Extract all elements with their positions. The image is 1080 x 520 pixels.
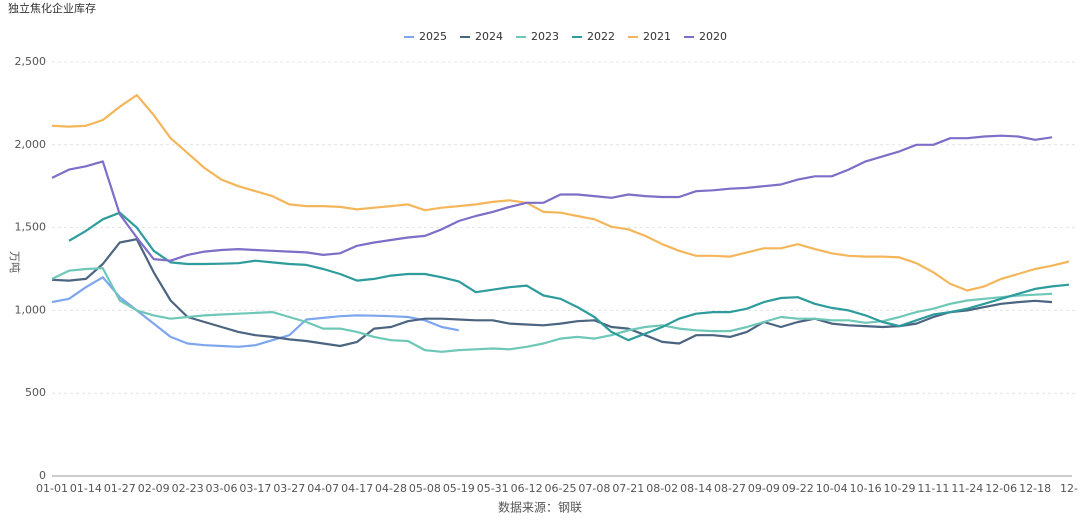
y-tick-label: 1,500 <box>15 221 47 234</box>
y-axis-label: 万吨 <box>8 251 21 273</box>
legend-label: 2022 <box>587 30 615 43</box>
y-tick-label: 500 <box>25 386 46 399</box>
chart-title: 独立焦化企业库存 <box>8 1 96 15</box>
series-line <box>68 211 1070 342</box>
legend-label: 2023 <box>531 30 559 43</box>
series-line <box>51 134 1053 262</box>
x-tick-label: 12-18 <box>1019 482 1051 495</box>
x-tick-label: 12-06 <box>985 482 1017 495</box>
x-tick-label: 04-28 <box>375 482 407 495</box>
x-tick-label: 10-16 <box>850 482 882 495</box>
x-tick-label: 06-25 <box>545 482 577 495</box>
x-tick-label: 05-08 <box>409 482 441 495</box>
legend-label: 2025 <box>419 30 447 43</box>
x-tick-label: 11-11 <box>917 482 949 495</box>
y-tick-label: 2,000 <box>15 138 47 151</box>
legend-label: 2021 <box>643 30 671 43</box>
y-tick-label: 1,000 <box>15 303 47 316</box>
x-tick-label: 08-02 <box>646 482 678 495</box>
x-tick-label: 10-04 <box>816 482 848 495</box>
x-axis-label: 数据来源：钢联 <box>498 500 582 515</box>
legend-label: 2020 <box>699 30 727 43</box>
x-tick-label: 01-01 <box>36 482 68 495</box>
x-tick-label: 12- <box>1060 482 1078 495</box>
x-tick-label: 03-17 <box>239 482 271 495</box>
x-tick-label: 08-14 <box>680 482 712 495</box>
x-tick-label: 11-24 <box>951 482 983 495</box>
series-line <box>51 267 1053 353</box>
x-tick-label: 05-19 <box>443 482 475 495</box>
x-tick-label: 01-14 <box>70 482 102 495</box>
x-tick-label: 03-27 <box>273 482 305 495</box>
x-tick-label: 05-31 <box>477 482 509 495</box>
x-tick-label: 09-09 <box>748 482 780 495</box>
x-tick-label: 10-29 <box>884 482 916 495</box>
series-line <box>51 276 460 348</box>
x-tick-label: 03-06 <box>206 482 238 495</box>
x-tick-label: 06-12 <box>511 482 543 495</box>
series-line <box>51 94 1070 292</box>
series-line <box>51 238 1053 348</box>
legend-label: 2024 <box>475 30 503 43</box>
x-tick-label: 01-27 <box>104 482 136 495</box>
x-tick-label: 09-22 <box>782 482 814 495</box>
y-tick-label: 0 <box>39 469 46 482</box>
x-tick-label: 08-27 <box>714 482 746 495</box>
x-tick-label: 07-08 <box>578 482 610 495</box>
x-tick-label: 07-21 <box>612 482 644 495</box>
x-tick-label: 04-07 <box>307 482 339 495</box>
x-tick-label: 04-17 <box>341 482 373 495</box>
x-tick-label: 02-09 <box>138 482 170 495</box>
x-tick-label: 02-23 <box>172 482 204 495</box>
y-tick-label: 2,500 <box>15 55 47 68</box>
